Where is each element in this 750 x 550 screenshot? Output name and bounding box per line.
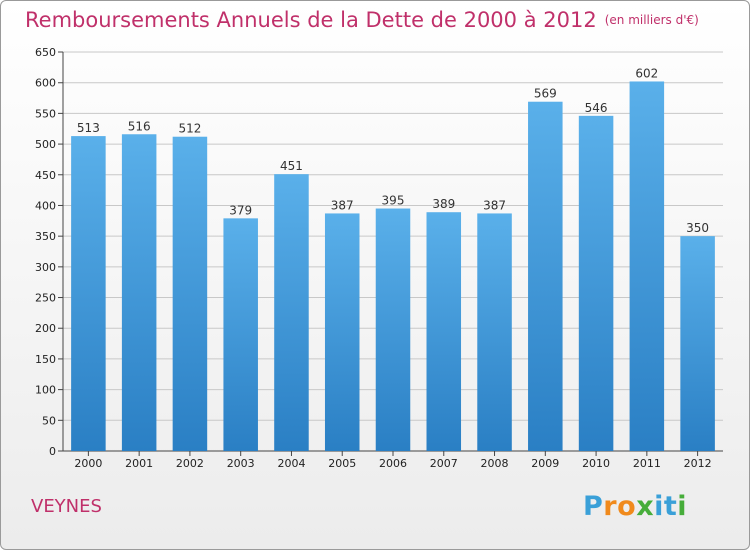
x-tick-label: 2007 — [430, 457, 458, 470]
x-tick-label: 2012 — [684, 457, 712, 470]
proxiti-logo: Proxiti — [583, 491, 687, 522]
chart-title-text: Remboursements Annuels de la Dette de 20… — [25, 8, 597, 32]
logo-letter: x — [636, 491, 655, 522]
y-tick-label: 550 — [35, 107, 56, 120]
bar — [477, 213, 512, 451]
y-tick-label: 350 — [35, 230, 56, 243]
y-tick-label: 300 — [35, 261, 56, 274]
data-label: 387 — [483, 198, 506, 212]
y-tick-label: 200 — [35, 322, 56, 335]
x-tick-label: 2003 — [227, 457, 255, 470]
data-label: 379 — [229, 203, 252, 217]
y-tick-label: 650 — [35, 46, 56, 59]
data-label: 513 — [77, 121, 100, 135]
bar — [223, 218, 258, 451]
data-label: 516 — [128, 119, 151, 133]
x-tick-label: 2001 — [125, 457, 153, 470]
data-label: 350 — [686, 221, 709, 235]
bar — [426, 212, 462, 451]
bar — [324, 213, 360, 451]
data-label: 569 — [534, 87, 557, 101]
data-label: 512 — [178, 122, 201, 136]
logo-letter: i — [677, 491, 688, 522]
y-tick-label: 0 — [49, 445, 56, 458]
chart-subtitle: (en milliers d'€) — [604, 13, 699, 27]
data-label: 389 — [432, 197, 455, 211]
bar — [172, 136, 208, 452]
x-tick-label: 2011 — [633, 457, 661, 470]
bar — [578, 115, 614, 451]
x-tick-label: 2004 — [277, 457, 305, 470]
x-tick-label: 2006 — [379, 457, 407, 470]
y-tick-label: 250 — [35, 292, 56, 305]
logo-letter: o — [617, 491, 637, 522]
data-label: 451 — [280, 159, 303, 173]
x-tick-label: 2005 — [328, 457, 356, 470]
bar — [121, 134, 157, 452]
logo-letter: t — [663, 491, 678, 522]
x-tick-label: 2010 — [582, 457, 610, 470]
bar — [375, 208, 411, 451]
y-tick-label: 100 — [35, 384, 56, 397]
y-tick-label: 450 — [35, 169, 56, 182]
chart-title: Remboursements Annuels de la Dette de 20… — [25, 8, 699, 32]
bar — [680, 236, 715, 451]
data-label: 602 — [635, 66, 658, 80]
y-tick-label: 400 — [35, 199, 56, 212]
logo-letter: P — [583, 491, 604, 522]
y-tick-label: 50 — [42, 414, 56, 427]
y-tick-label: 500 — [35, 138, 56, 151]
x-tick-label: 2009 — [531, 457, 559, 470]
logo-letter: i — [654, 491, 664, 522]
x-tick-label: 2008 — [481, 457, 509, 470]
town-name: VEYNES — [31, 496, 102, 517]
y-tick-label: 600 — [35, 77, 56, 90]
bar — [71, 136, 106, 451]
bar — [274, 174, 309, 451]
y-tick-label: 150 — [35, 353, 56, 366]
bar — [629, 81, 665, 452]
data-label: 387 — [331, 198, 354, 212]
logo-letter: r — [603, 491, 618, 522]
x-tick-label: 2002 — [176, 457, 204, 470]
x-tick-label: 2000 — [74, 457, 102, 470]
bar — [528, 101, 563, 452]
data-label: 546 — [585, 101, 608, 115]
data-label: 395 — [382, 194, 405, 208]
